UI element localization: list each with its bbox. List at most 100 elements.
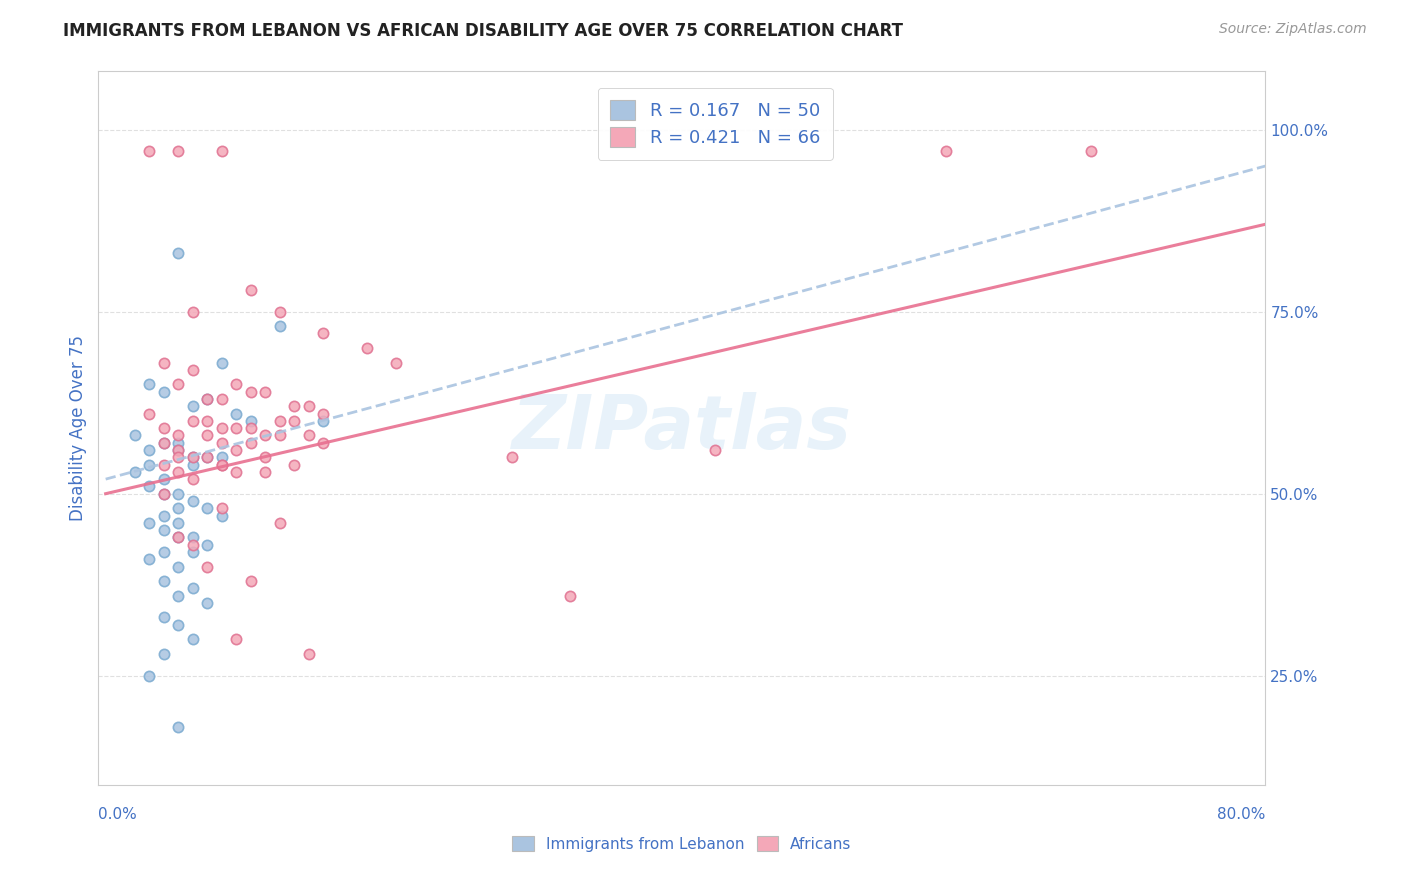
- Point: [167, 246, 190, 260]
- Point: [138, 552, 160, 566]
- Point: [138, 516, 160, 530]
- Point: [239, 421, 262, 435]
- Point: [152, 523, 174, 537]
- Point: [225, 442, 247, 457]
- Point: [138, 407, 160, 421]
- Point: [124, 465, 146, 479]
- Point: [138, 479, 160, 493]
- Point: [138, 458, 160, 472]
- Point: [167, 435, 190, 450]
- Point: [138, 669, 160, 683]
- Point: [167, 442, 190, 457]
- Point: [167, 442, 190, 457]
- Point: [195, 414, 218, 428]
- Point: [152, 435, 174, 450]
- Point: [558, 589, 581, 603]
- Point: [211, 450, 233, 465]
- Point: [298, 428, 321, 442]
- Point: [298, 400, 321, 414]
- Point: [152, 647, 174, 661]
- Point: [138, 442, 160, 457]
- Point: [211, 421, 233, 435]
- Point: [195, 596, 218, 610]
- Point: [167, 501, 190, 516]
- Point: [211, 435, 233, 450]
- Point: [152, 610, 174, 624]
- Point: [195, 450, 218, 465]
- Point: [167, 450, 190, 465]
- Point: [181, 494, 204, 508]
- Point: [195, 392, 218, 406]
- Y-axis label: Disability Age Over 75: Disability Age Over 75: [69, 335, 87, 521]
- Point: [152, 458, 174, 472]
- Point: [211, 508, 233, 523]
- Point: [225, 407, 247, 421]
- Point: [181, 472, 204, 486]
- Point: [167, 720, 190, 734]
- Legend: Immigrants from Lebanon, Africans: Immigrants from Lebanon, Africans: [505, 828, 859, 859]
- Point: [181, 363, 204, 377]
- Point: [269, 428, 291, 442]
- Point: [195, 538, 218, 552]
- Text: 80.0%: 80.0%: [1218, 807, 1265, 822]
- Point: [181, 632, 204, 647]
- Point: [195, 559, 218, 574]
- Point: [152, 421, 174, 435]
- Point: [152, 486, 174, 500]
- Point: [225, 421, 247, 435]
- Point: [269, 319, 291, 334]
- Point: [269, 304, 291, 318]
- Point: [211, 145, 233, 159]
- Point: [152, 384, 174, 399]
- Point: [195, 428, 218, 442]
- Point: [239, 384, 262, 399]
- Point: [138, 377, 160, 392]
- Point: [225, 632, 247, 647]
- Point: [269, 516, 291, 530]
- Point: [138, 145, 160, 159]
- Point: [211, 458, 233, 472]
- Point: [167, 530, 190, 544]
- Point: [501, 450, 523, 465]
- Point: [181, 582, 204, 596]
- Point: [384, 356, 406, 370]
- Point: [167, 377, 190, 392]
- Point: [239, 283, 262, 297]
- Point: [167, 145, 190, 159]
- Point: [312, 407, 335, 421]
- Point: [181, 450, 204, 465]
- Point: [167, 589, 190, 603]
- Point: [239, 435, 262, 450]
- Point: [195, 450, 218, 465]
- Point: [1080, 145, 1102, 159]
- Point: [254, 465, 277, 479]
- Point: [283, 458, 305, 472]
- Point: [211, 392, 233, 406]
- Point: [181, 414, 204, 428]
- Point: [181, 458, 204, 472]
- Point: [254, 428, 277, 442]
- Point: [225, 377, 247, 392]
- Point: [181, 400, 204, 414]
- Point: [152, 508, 174, 523]
- Point: [356, 341, 378, 355]
- Point: [167, 428, 190, 442]
- Point: [167, 516, 190, 530]
- Point: [181, 538, 204, 552]
- Point: [254, 450, 277, 465]
- Text: ZIPatlas: ZIPatlas: [512, 392, 852, 465]
- Text: IMMIGRANTS FROM LEBANON VS AFRICAN DISABILITY AGE OVER 75 CORRELATION CHART: IMMIGRANTS FROM LEBANON VS AFRICAN DISAB…: [63, 22, 903, 40]
- Point: [239, 414, 262, 428]
- Point: [283, 400, 305, 414]
- Point: [312, 435, 335, 450]
- Point: [152, 545, 174, 559]
- Point: [239, 574, 262, 588]
- Point: [181, 450, 204, 465]
- Point: [167, 530, 190, 544]
- Point: [269, 414, 291, 428]
- Point: [195, 392, 218, 406]
- Point: [312, 326, 335, 341]
- Text: Source: ZipAtlas.com: Source: ZipAtlas.com: [1219, 22, 1367, 37]
- Point: [152, 435, 174, 450]
- Point: [152, 486, 174, 500]
